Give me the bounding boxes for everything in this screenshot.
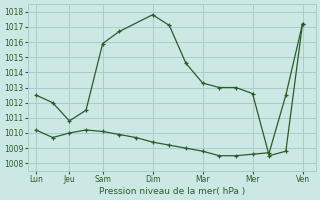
X-axis label: Pression niveau de la mer( hPa ): Pression niveau de la mer( hPa ) bbox=[99, 187, 245, 196]
